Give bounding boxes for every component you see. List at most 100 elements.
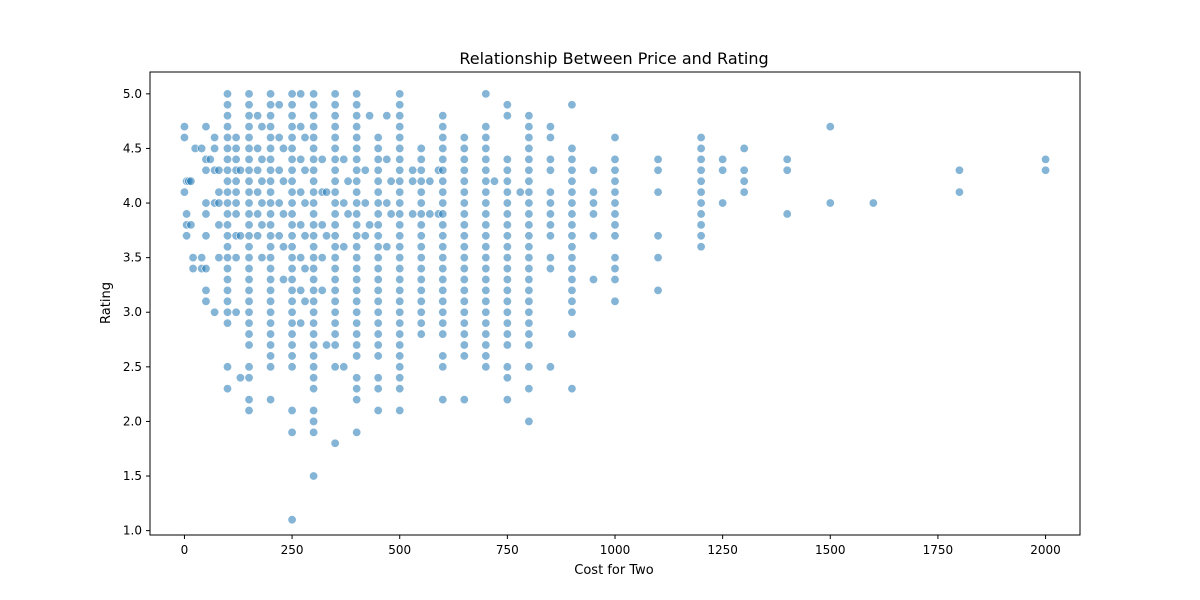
data-point (352, 220, 362, 230)
data-point (588, 198, 598, 208)
data-point (352, 285, 362, 295)
data-point (300, 264, 310, 274)
data-point (395, 220, 405, 230)
data-point (459, 285, 469, 295)
data-point (373, 165, 383, 175)
y-tick-label: 2.0 (123, 414, 142, 428)
data-point (395, 143, 405, 153)
data-point (438, 296, 448, 306)
data-point (395, 111, 405, 121)
data-point (438, 253, 448, 263)
data-point (696, 133, 706, 143)
data-point (425, 209, 435, 219)
data-point (287, 264, 297, 274)
data-point (373, 154, 383, 164)
data-point (296, 122, 306, 132)
data-point (416, 187, 426, 197)
data-point (223, 143, 233, 153)
data-point (266, 307, 276, 317)
data-point (610, 253, 620, 263)
data-point (309, 89, 319, 99)
data-point (352, 253, 362, 263)
data-point (231, 154, 241, 164)
data-point (610, 198, 620, 208)
data-point (438, 264, 448, 274)
data-point (481, 165, 491, 175)
data-point (223, 154, 233, 164)
data-point (696, 176, 706, 186)
data-point (296, 89, 306, 99)
data-point (395, 165, 405, 175)
data-point (231, 307, 241, 317)
data-point (373, 340, 383, 350)
data-point (524, 143, 534, 153)
data-point (223, 253, 233, 263)
data-point (373, 231, 383, 241)
data-point (330, 329, 340, 339)
data-point (502, 209, 512, 219)
data-point (309, 416, 319, 426)
data-point (610, 187, 620, 197)
data-point (502, 154, 512, 164)
data-point (223, 176, 233, 186)
data-point (545, 209, 555, 219)
data-point (210, 143, 220, 153)
data-point (223, 274, 233, 284)
data-point (438, 395, 448, 405)
data-point (287, 351, 297, 361)
data-point (524, 340, 534, 350)
x-tick-label: 2000 (1030, 543, 1061, 557)
data-point (545, 231, 555, 241)
y-tick-label: 5.0 (123, 87, 142, 101)
data-point (459, 253, 469, 263)
data-point (416, 264, 426, 274)
data-point (322, 187, 332, 197)
data-point (253, 111, 263, 121)
data-point (201, 122, 211, 132)
data-point (502, 296, 512, 306)
data-point (588, 209, 598, 219)
data-point (287, 122, 297, 132)
data-point (373, 373, 383, 383)
data-point (365, 111, 375, 121)
data-point (205, 154, 215, 164)
data-point (330, 176, 340, 186)
data-point (317, 220, 327, 230)
data-point (330, 264, 340, 274)
data-point (244, 395, 254, 405)
data-point (201, 296, 211, 306)
data-point (296, 253, 306, 263)
data-point (416, 143, 426, 153)
data-point (352, 318, 362, 328)
data-point (244, 253, 254, 263)
data-point (287, 111, 297, 121)
data-point (287, 340, 297, 350)
data-point (502, 362, 512, 372)
data-point (459, 165, 469, 175)
data-point (309, 362, 319, 372)
data-point (567, 274, 577, 284)
data-point (231, 176, 241, 186)
data-point (502, 187, 512, 197)
data-point (395, 100, 405, 110)
data-point (438, 154, 448, 164)
data-point (244, 220, 254, 230)
data-point (244, 274, 254, 284)
data-point (352, 198, 362, 208)
data-point (266, 209, 276, 219)
data-point (244, 209, 254, 219)
data-point (610, 231, 620, 241)
data-point (201, 285, 211, 295)
data-point (352, 154, 362, 164)
data-point (330, 198, 340, 208)
data-point (395, 176, 405, 186)
data-point (287, 154, 297, 164)
data-point (197, 143, 207, 153)
data-point (408, 165, 418, 175)
data-point (954, 187, 964, 197)
data-point (210, 133, 220, 143)
data-point (287, 515, 297, 525)
data-point (825, 122, 835, 132)
data-point (244, 406, 254, 416)
data-point (223, 165, 233, 175)
